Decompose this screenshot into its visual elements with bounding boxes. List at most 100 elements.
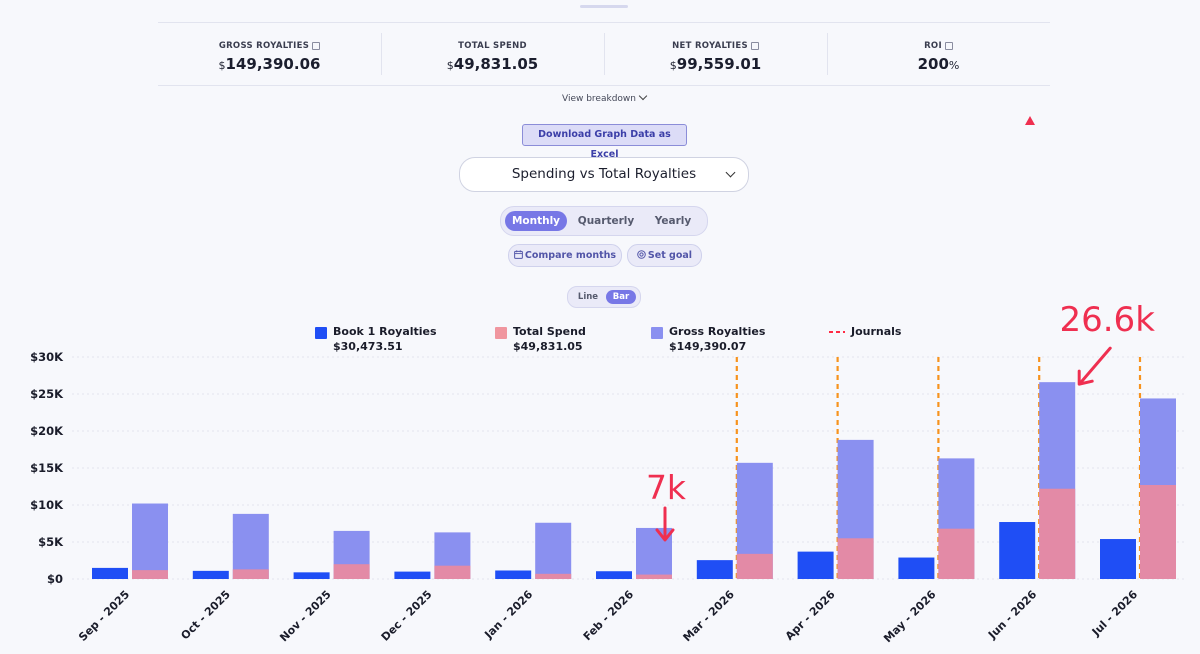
chart-type-select[interactable]: Spending vs Total Royalties [459, 157, 749, 192]
stat-value: 99,559.01 [676, 55, 762, 73]
calendar-icon [514, 250, 523, 259]
bar-total-spend [434, 565, 471, 579]
x-tick-label: Mar - 2026 [681, 588, 738, 645]
view-breakdown-label: View breakdown [562, 94, 636, 104]
tab-quarterly[interactable]: Quarterly [577, 215, 635, 227]
x-tick-label: Apr - 2026 [783, 588, 838, 643]
y-tick-label: $0 [47, 572, 63, 586]
bar-total-spend [938, 528, 975, 579]
stat-currency: $ [218, 59, 226, 72]
stat-currency: $ [446, 59, 454, 72]
x-tick-label: Dec - 2025 [379, 588, 435, 644]
annotation-arrow-head [1077, 369, 1094, 386]
warning-triangle-icon [1025, 116, 1035, 125]
bar-book1-royalties [495, 570, 532, 579]
set-goal-button[interactable]: Set goal [627, 244, 702, 267]
x-tick-label: Jul - 2026 [1089, 588, 1141, 640]
legend-label: Gross Royalties [669, 325, 766, 338]
stat-label: NET ROYALTIES [672, 41, 748, 51]
bar-total-spend [837, 538, 874, 579]
legend-journals[interactable]: Journals [829, 325, 902, 338]
bar-total-spend [333, 564, 370, 579]
bar-total-spend [1140, 485, 1176, 579]
bar-book1-royalties [394, 571, 431, 579]
bar-book1-royalties [1100, 539, 1136, 579]
legend-label: Total Spend [513, 325, 586, 338]
x-tick-label: Jun - 2026 [985, 588, 1039, 642]
bar-total-spend [535, 573, 572, 579]
tab-yearly[interactable]: Yearly [654, 215, 692, 227]
compare-months-button[interactable]: Compare months [508, 244, 622, 267]
tab-monthly[interactable]: Monthly [505, 211, 567, 231]
stat-value: 149,390.06 [225, 55, 321, 73]
stat-suffix: % [948, 59, 960, 72]
annotation-label: 26.6k [1059, 300, 1155, 340]
set-goal-label: Set goal [647, 250, 693, 261]
info-icon[interactable] [944, 41, 953, 50]
compare-months-label: Compare months [524, 250, 617, 261]
chevron-down-icon [638, 91, 648, 101]
bar-gross-royalties [132, 503, 168, 579]
legend-label: Journals [851, 325, 902, 338]
bar-book1-royalties [898, 557, 935, 579]
legend-swatch [495, 327, 507, 339]
chart-mode-toggle: Line Bar [567, 286, 641, 308]
stat-gross-royalties: GROSS ROYALTIES $149,390.06 [158, 23, 381, 85]
x-tick-label: Nov - 2025 [277, 588, 333, 644]
bar-book1-royalties [596, 571, 632, 579]
y-tick-label: $30K [30, 350, 64, 364]
bar-book1-royalties [999, 522, 1036, 579]
info-icon[interactable] [750, 41, 759, 50]
legend-dash-icon [829, 331, 845, 333]
download-excel-button[interactable]: Download Graph Data as Excel [522, 124, 687, 160]
bar-gross-royalties [232, 513, 269, 579]
legend-swatch [651, 327, 663, 339]
target-icon [637, 250, 646, 259]
stat-label: GROSS ROYALTIES [218, 41, 310, 51]
x-tick-label: Oct - 2025 [178, 588, 232, 642]
chevron-down-icon [725, 167, 736, 178]
y-tick-label: $20K [30, 424, 64, 438]
stat-roi: ROI 200% [827, 23, 1050, 85]
stats-bar: GROSS ROYALTIES $149,390.06 TOTAL SPEND … [158, 22, 1050, 86]
legend-total: $30,473.51 [333, 340, 403, 353]
legend-total: $149,390.07 [669, 340, 747, 353]
annotation-label: 7k [646, 468, 687, 507]
period-tabs: Monthly Quarterly Yearly [500, 206, 708, 236]
bar-gross-royalties [535, 522, 572, 579]
bar-total-spend [736, 553, 773, 579]
bar-book1-royalties [797, 551, 834, 579]
y-tick-label: $5K [38, 535, 64, 549]
x-tick-label: Sep - 2025 [76, 588, 132, 644]
stat-value: 200 [917, 55, 949, 73]
legend-total-spend[interactable]: Total Spend $49,831.05 [495, 325, 586, 353]
mode-bar[interactable]: Bar [606, 290, 636, 304]
chart-type-value: Spending vs Total Royalties [511, 166, 697, 182]
bar-book1-royalties [92, 567, 128, 579]
x-tick-label: Jan - 2026 [481, 588, 535, 642]
royalties-bar-chart: $0 $5K $10K $15K $20K $25K $30K Sep - 2025 Oct -… [30, 300, 1185, 646]
x-tick-label: May - 2026 [881, 588, 939, 646]
bar-book1-royalties [696, 560, 733, 579]
legend-gross-royalties[interactable]: Gross Royalties $149,390.07 [651, 325, 766, 353]
drawer-handle[interactable] [580, 5, 628, 8]
stat-value: 49,831.05 [453, 55, 539, 73]
bar-total-spend [1039, 488, 1076, 579]
stat-currency: $ [669, 59, 677, 72]
x-tick-label: Feb - 2026 [581, 588, 637, 644]
stat-label: TOTAL SPEND [458, 41, 527, 51]
y-tick-label: $15K [30, 461, 64, 475]
view-breakdown-link[interactable]: View breakdown [0, 91, 1200, 104]
legend-swatch [315, 327, 327, 339]
mode-line[interactable]: Line [577, 292, 599, 302]
bar-total-spend [132, 570, 168, 579]
annotation-arrow [1078, 346, 1112, 385]
annotation-arrow-head [655, 528, 675, 542]
y-tick-label: $25K [30, 387, 64, 401]
bar-total-spend [636, 574, 672, 579]
y-tick-label: $10K [30, 498, 64, 512]
legend-book1[interactable]: Book 1 Royalties $30,473.51 [315, 325, 437, 353]
info-icon[interactable] [312, 41, 321, 50]
bar-book1-royalties [192, 570, 229, 579]
bar-total-spend [232, 569, 269, 579]
